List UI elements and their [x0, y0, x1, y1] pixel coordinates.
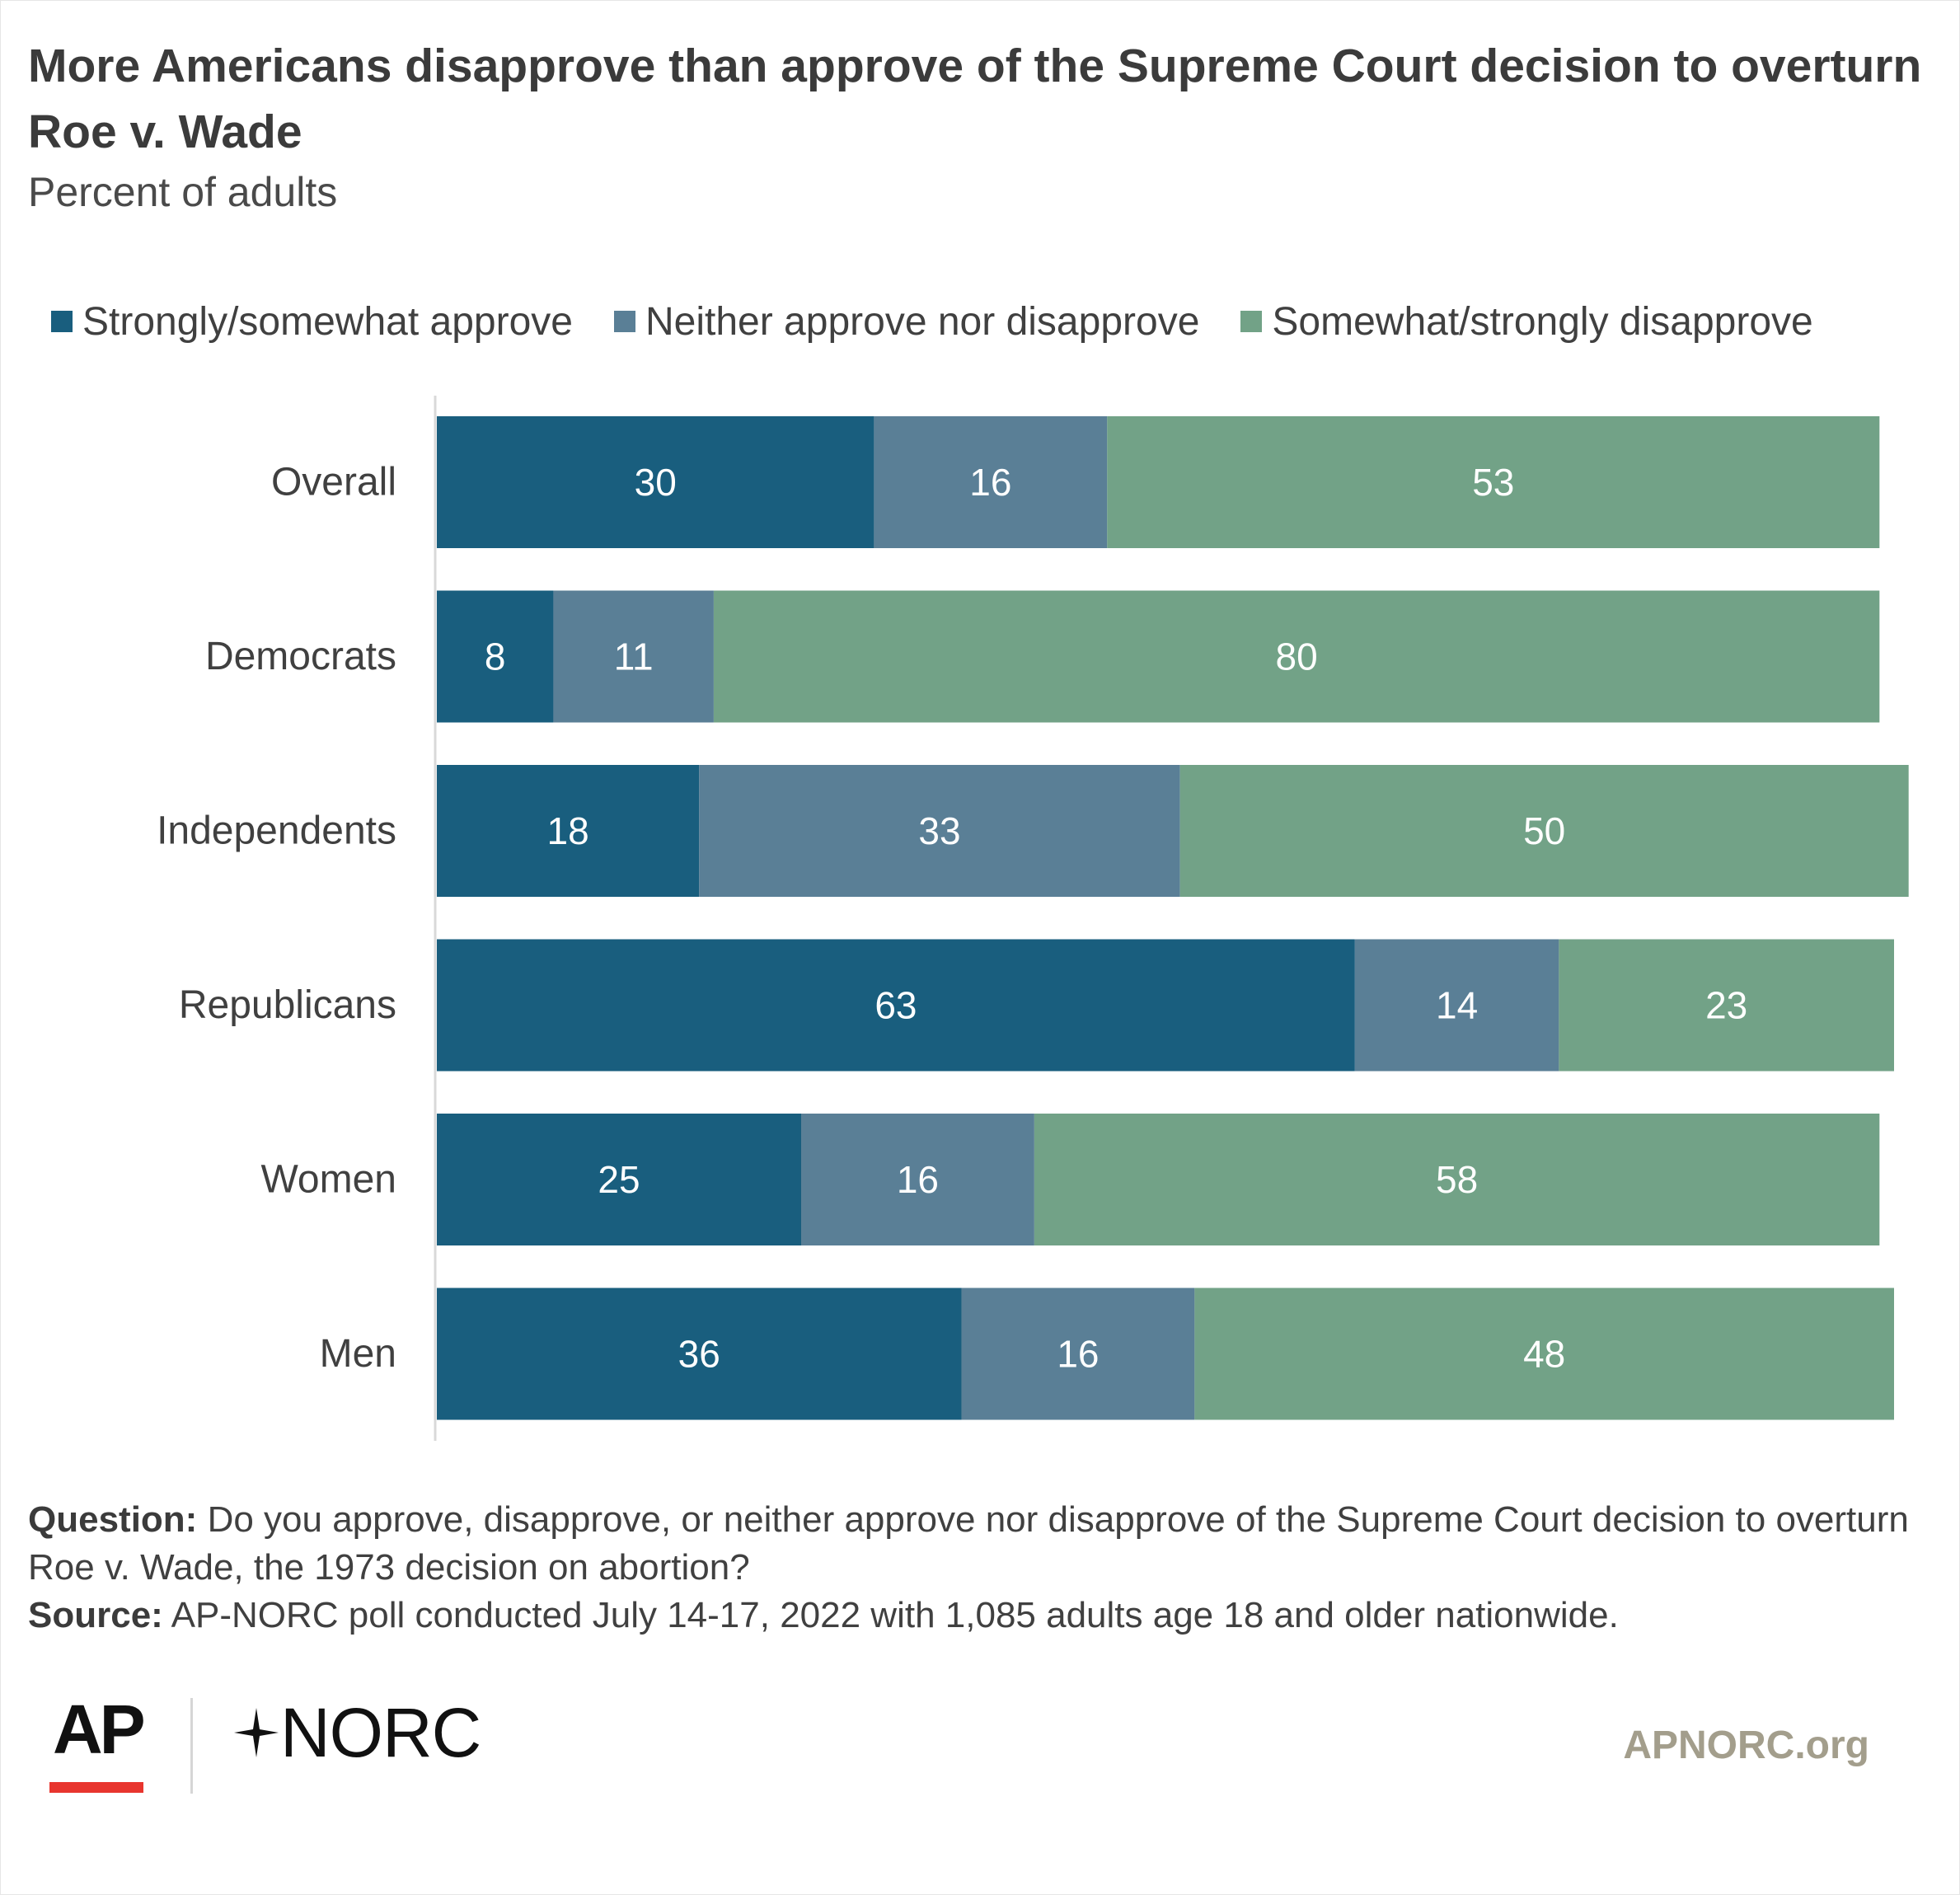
legend-swatch-disapprove	[1240, 311, 1263, 332]
chart-subtitle: Percent of adults	[28, 169, 338, 215]
data-label-disapprove-republicans: 23	[1705, 984, 1747, 1027]
legend-label-disapprove: Somewhat/strongly disapprove	[1272, 299, 1813, 344]
bar-disapprove-independents	[1179, 765, 1909, 897]
bar-approve-women	[437, 1114, 801, 1245]
legend-item-neither: Neither approve nor disapprove	[613, 299, 1200, 345]
logo-divider	[190, 1698, 193, 1794]
ap-logo: AP	[53, 1691, 146, 1768]
site-url: APNORC.org	[1623, 1724, 1869, 1767]
question-note: Question: Do you approve, disapprove, or…	[28, 1496, 1932, 1592]
legend-label-approve: Strongly/somewhat approve	[82, 299, 573, 344]
data-label-neither-democrats: 11	[614, 636, 654, 678]
category-label-democrats: Democrats	[205, 635, 396, 678]
source-label: Source:	[28, 1595, 163, 1635]
stacked-bar-chart: Overall 30 16 53 Democrats 8 11 80 Independents 1…	[157, 396, 1909, 1441]
category-label-independents: Independents	[157, 809, 396, 853]
bar-approve-republicans	[437, 939, 1355, 1072]
data-label-neither-overall: 16	[969, 461, 1011, 504]
bar-disapprove-men	[1194, 1288, 1894, 1420]
data-label-disapprove-overall: 53	[1472, 461, 1514, 504]
bar-disapprove-women	[1034, 1114, 1880, 1245]
bar-neither-men	[961, 1288, 1195, 1420]
legend-item-disapprove: Somewhat/strongly disapprove	[1240, 299, 1813, 345]
data-label-neither-women: 16	[897, 1158, 939, 1201]
question-text: Do you approve, disapprove, or neither a…	[28, 1499, 1909, 1588]
bar-approve-independents	[437, 765, 700, 897]
legend: Strongly/somewhat approve Neither approv…	[51, 297, 1854, 346]
source-note: Source: AP-NORC poll conducted July 14-1…	[28, 1592, 1932, 1639]
data-label-approve-republicans: 63	[874, 984, 917, 1027]
legend-item-approve: Strongly/somewhat approve	[51, 299, 573, 345]
bar-approve-overall	[437, 416, 874, 548]
bar-approve-democrats	[437, 590, 554, 723]
bar-neither-women	[801, 1114, 1034, 1245]
category-label-women: Women	[260, 1158, 396, 1202]
chart-title: More Americans disapprove than approve o…	[28, 40, 1922, 158]
data-label-disapprove-independents: 50	[1523, 809, 1565, 852]
ap-logo-underline	[49, 1782, 143, 1793]
chart-notes: Question: Do you approve, disapprove, or…	[28, 1496, 1932, 1639]
legend-swatch-approve	[51, 311, 73, 332]
source-text: AP-NORC poll conducted July 14-17, 2022 …	[171, 1595, 1619, 1635]
norc-logo: NORC	[232, 1691, 481, 1774]
data-label-disapprove-democrats: 80	[1276, 636, 1318, 678]
category-label-overall: Overall	[271, 461, 396, 504]
data-label-approve-men: 36	[678, 1333, 720, 1376]
data-label-disapprove-men: 48	[1523, 1333, 1565, 1376]
data-label-disapprove-women: 58	[1436, 1158, 1478, 1201]
data-label-approve-independents: 18	[547, 809, 589, 852]
bar-neither-overall	[874, 416, 1108, 548]
data-label-approve-women: 25	[598, 1158, 640, 1201]
question-label: Question:	[28, 1499, 198, 1540]
bar-disapprove-overall	[1107, 416, 1880, 548]
norc-logo-text: NORC	[280, 1694, 481, 1771]
data-label-approve-democrats: 8	[485, 636, 506, 678]
bar-disapprove-republicans	[1559, 939, 1894, 1072]
data-label-approve-overall: 30	[635, 461, 677, 504]
legend-swatch-neither	[613, 311, 635, 332]
bar-neither-independents	[699, 765, 1180, 897]
category-label-men: Men	[320, 1332, 396, 1376]
norc-star-icon	[234, 1708, 279, 1757]
bar-disapprove-democrats	[713, 590, 1880, 723]
category-label-republicans: Republicans	[179, 983, 396, 1027]
bar-neither-republicans	[1354, 939, 1559, 1072]
data-label-neither-republicans: 14	[1436, 984, 1478, 1027]
data-label-neither-independents: 33	[918, 809, 960, 852]
legend-label-neither: Neither approve nor disapprove	[645, 299, 1200, 344]
data-label-neither-men: 16	[1057, 1333, 1099, 1376]
bar-neither-democrats	[553, 590, 714, 723]
bar-approve-men	[437, 1288, 962, 1420]
